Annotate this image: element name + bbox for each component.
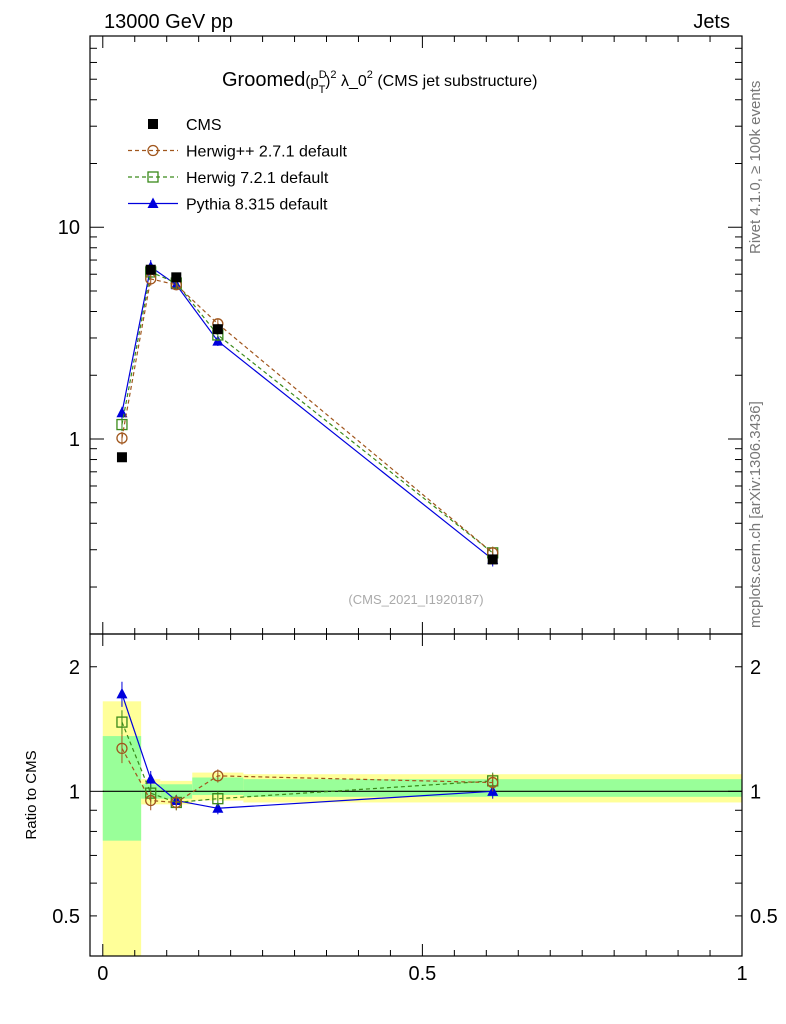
ratio-panel-ticks: 0.5 1 2 0.5 1 2 0 0.5 1 [52, 634, 778, 985]
main-y-tick-label: 1 [69, 429, 80, 451]
title-sub-t: T [319, 84, 326, 96]
analysis-watermark: (CMS_2021_I1920187) [348, 592, 483, 607]
ratio-y-tick-label-right: 2 [750, 657, 761, 679]
x-tick-label: 0 [97, 963, 108, 985]
ratio-panel-bands [102, 701, 743, 956]
mcplots-source-label: mcplots.cern.ch [arXiv:1306.3436] [747, 401, 764, 628]
cms-point [145, 264, 156, 275]
pythia-8-315-default-line [121, 265, 494, 560]
cms-point [116, 452, 127, 463]
main-panel-data [116, 260, 499, 567]
legend-label-herwig-7-2-1-default: Herwig 7.2.1 default [186, 170, 329, 187]
ratio-herwig-2-7-1-default-point [145, 794, 157, 807]
header-process: Jets [693, 11, 730, 33]
legend-label-herwig-2-7-1-default: Herwig++ 2.7.1 default [186, 144, 348, 161]
cms-point [487, 554, 498, 565]
legend-marker-cms [148, 119, 158, 129]
title-sup-2b: 2 [367, 69, 373, 81]
title-p: (p [305, 73, 318, 90]
ratio-pythia-8-315-default-point [145, 773, 157, 784]
cms-point [212, 324, 223, 335]
ratio-y-tick-label-right: 1 [750, 781, 761, 803]
ratio-y-tick-label: 1 [69, 781, 80, 803]
x-tick-label: 1 [736, 963, 747, 985]
header-energy: 13000 GeV pp [104, 11, 233, 33]
x-tick-label: 0.5 [408, 963, 436, 985]
main-panel-title: Groomed(pD T)2 λ_02 (CMS jet substructure… [222, 69, 537, 96]
legend-label-pythia-8-315-default: Pythia 8.315 default [186, 197, 328, 214]
uncertainty-band-green [192, 777, 244, 795]
ratio-axis-label: Ratio to CMS [23, 750, 40, 839]
ratio-panel-frame [89, 633, 743, 957]
herwig-7-2-1-default-point [116, 418, 128, 431]
ratio-herwig-7-2-1-default-line [121, 721, 493, 804]
ratio-herwig-2-7-1-default-point [170, 796, 182, 809]
herwig-2-7-1-default-point [116, 432, 128, 444]
ratio-y-tick-label: 0.5 [52, 906, 80, 928]
ratio-y-tick-label-right: 0.5 [750, 906, 778, 928]
ratio-herwig-2-7-1-default-point [116, 742, 128, 755]
main-y-tick-label: 10 [58, 217, 80, 239]
legend-label-cms: CMS [186, 117, 222, 134]
legend: CMS Herwig++ 2.7.1 default Herwig 7.2.1 de… [128, 117, 348, 214]
legend-marker-herwig-7-2-1-default [147, 171, 159, 183]
ratio-herwig-7-2-1-default-point [116, 716, 128, 728]
legend-marker-herwig-2-7-1-default [147, 144, 159, 157]
cms-point [171, 272, 182, 283]
main-panel-ticks: 1 10 [58, 35, 743, 634]
ratio-pythia-8-315-default-point [212, 802, 224, 813]
title-suffix: (CMS jet substructure) [373, 73, 537, 90]
title-lambda: λ_0 [337, 73, 367, 90]
ratio-herwig-2-7-1-default-point [212, 770, 224, 782]
herwig-2-7-1-default-line [121, 278, 494, 554]
ratio-herwig-7-2-1-default-point [212, 793, 224, 805]
title-prefix: Groomed [222, 69, 305, 91]
title-sup-d: D [319, 69, 327, 81]
pythia-8-315-default-point [116, 406, 128, 418]
legend-marker-pythia-8-315-default [147, 197, 159, 208]
ratio-herwig-2-7-1-default-point [487, 776, 499, 789]
ratio-pythia-8-315-default-point [116, 687, 128, 699]
title-sup-2a: 2 [330, 69, 336, 81]
title-close: ) [325, 73, 330, 90]
ratio-panel-data [116, 681, 499, 815]
rivet-version-label: Rivet 4.1.0, ≥ 100k events [747, 81, 764, 254]
ratio-y-tick-label: 2 [69, 657, 80, 679]
